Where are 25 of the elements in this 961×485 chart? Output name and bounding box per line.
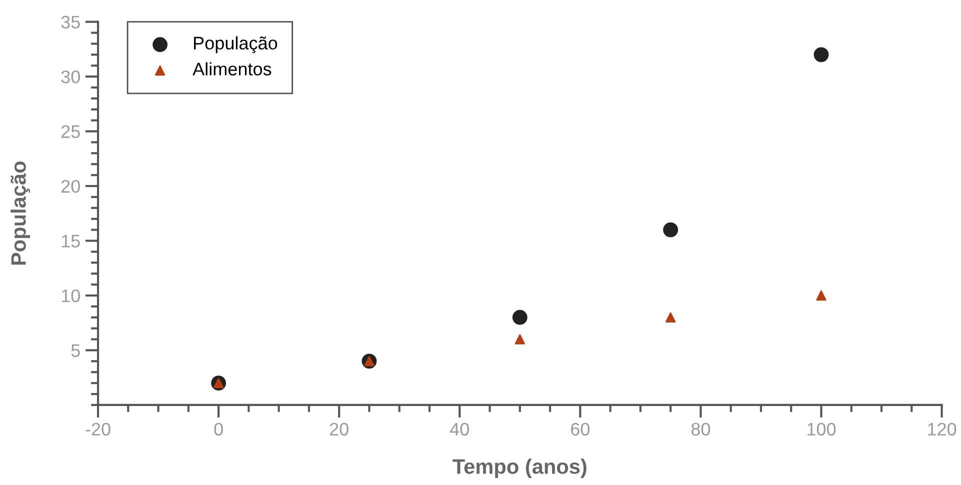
point — [663, 222, 678, 238]
legend-label: População — [194, 36, 278, 54]
y-tick-label: 25 — [61, 125, 80, 138]
y-tick-label: 30 — [61, 70, 80, 84]
legend-label: Alimentos — [192, 62, 272, 76]
y-tick-label: 10 — [62, 289, 80, 302]
x-tick-label: 100 — [808, 422, 836, 436]
x-tick-label: 80 — [691, 422, 710, 436]
x-axis-title: Tempo (anos) — [452, 458, 586, 478]
point — [514, 334, 525, 344]
x-tick-label: -20 — [86, 422, 110, 436]
point — [512, 310, 528, 325]
x-tick-label: 60 — [571, 422, 590, 436]
y-tick-label: 5 — [71, 344, 80, 357]
y-tick-label: 15 — [62, 234, 80, 248]
y-tick-label: 35 — [61, 16, 80, 29]
y-axis-title: População — [10, 162, 30, 265]
point — [665, 312, 676, 322]
y-tick-label: 20 — [61, 180, 80, 193]
x-tick-label: 20 — [330, 422, 348, 436]
x-tick-label: 120 — [928, 422, 956, 436]
x-tick-label: 0 — [214, 422, 223, 436]
point — [816, 290, 826, 301]
point — [814, 47, 829, 62]
x-tick-label: 40 — [450, 422, 469, 436]
